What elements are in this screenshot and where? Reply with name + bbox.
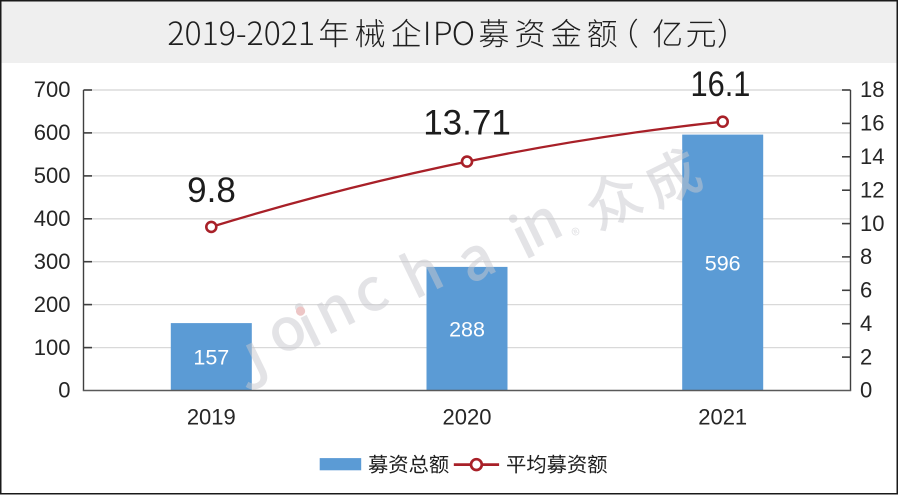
svg-text:12: 12 [860, 177, 884, 202]
svg-text:10: 10 [860, 211, 884, 236]
svg-text:13.71: 13.71 [423, 104, 511, 143]
svg-text:2021: 2021 [698, 404, 747, 429]
svg-text:8: 8 [860, 244, 872, 269]
svg-text:16.1: 16.1 [690, 64, 750, 103]
svg-text:400: 400 [34, 206, 71, 231]
svg-text:16: 16 [860, 111, 884, 136]
svg-text:700: 700 [34, 77, 71, 102]
svg-text:18: 18 [860, 77, 884, 102]
svg-text:300: 300 [34, 249, 71, 274]
svg-text:100: 100 [34, 335, 71, 360]
svg-text:0: 0 [860, 378, 872, 403]
svg-text:288: 288 [449, 318, 485, 342]
svg-text:500: 500 [34, 163, 71, 188]
svg-text:6: 6 [860, 278, 872, 303]
svg-text:200: 200 [34, 292, 71, 317]
svg-text:596: 596 [705, 251, 741, 275]
svg-text:2020: 2020 [443, 404, 492, 429]
svg-text:2: 2 [860, 344, 872, 369]
svg-text:157: 157 [193, 346, 229, 370]
svg-text:4: 4 [860, 311, 872, 336]
svg-text:14: 14 [860, 144, 884, 169]
svg-text:600: 600 [34, 120, 71, 145]
svg-text:0: 0 [58, 378, 70, 403]
svg-text:2019: 2019 [187, 404, 236, 429]
svg-text:9.8: 9.8 [187, 171, 236, 210]
